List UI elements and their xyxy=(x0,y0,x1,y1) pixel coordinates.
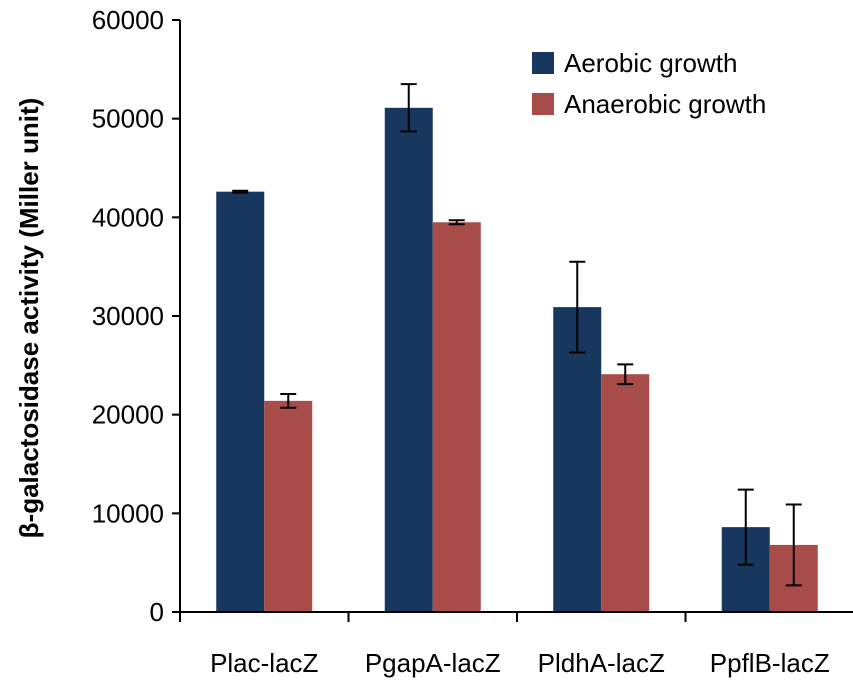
y-tick-label: 50000 xyxy=(92,104,164,134)
legend-swatch xyxy=(532,52,554,74)
legend-swatch xyxy=(532,93,554,115)
legend-label: Aerobic growth xyxy=(564,48,737,78)
bar xyxy=(601,374,650,612)
x-category-label: PpflB-lacZ xyxy=(710,648,830,678)
y-tick-label: 60000 xyxy=(92,5,164,35)
y-tick-label: 10000 xyxy=(92,498,164,528)
bar xyxy=(264,400,313,612)
legend-label: Anaerobic growth xyxy=(564,89,766,119)
x-category-label: Plac-lacZ xyxy=(210,648,318,678)
x-category-label: PgapA-lacZ xyxy=(365,648,501,678)
error-bars-group xyxy=(232,83,802,587)
y-tick-label: 20000 xyxy=(92,400,164,430)
bar xyxy=(432,222,481,612)
bar xyxy=(384,107,433,613)
y-axis-title: β-galactosidase activity (Miller unit) xyxy=(14,98,44,539)
x-category-label: PldhA-lacZ xyxy=(538,648,665,678)
y-ticks-group: 0 10000 20000 30000 40000 50000 60000 xyxy=(92,5,180,627)
bars-group xyxy=(216,107,818,613)
y-tick-label: 30000 xyxy=(92,301,164,331)
y-tick-label: 0 xyxy=(150,597,164,627)
bar xyxy=(553,307,602,612)
y-tick-label: 40000 xyxy=(92,202,164,232)
x-ticks-group: Plac-lacZ PgapA-lacZ PldhA-lacZ PpflB-lacZ xyxy=(179,612,830,678)
legend: Aerobic growth Anaerobic growth xyxy=(532,48,766,119)
bar xyxy=(216,191,265,612)
